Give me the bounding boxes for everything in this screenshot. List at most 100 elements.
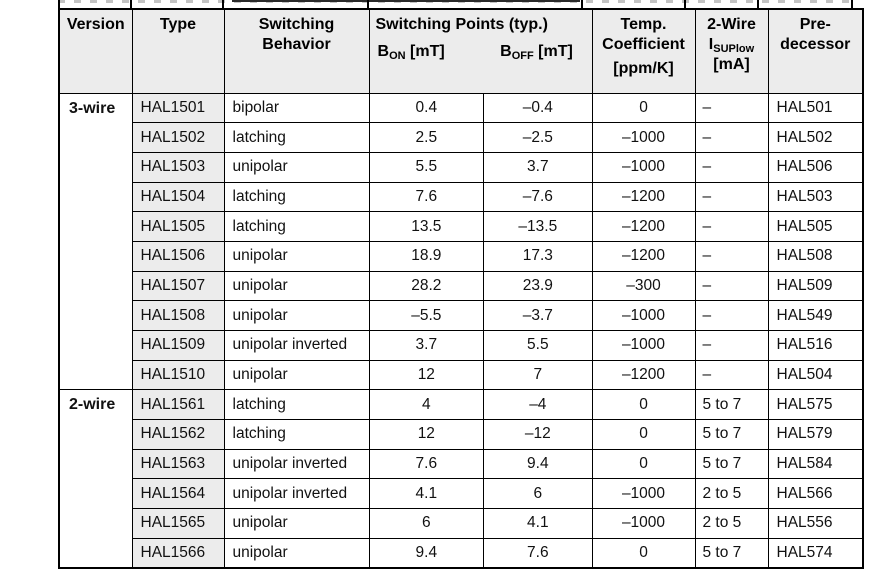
bon-cell: 7.6 [368,448,485,480]
boff-cell: 5.5 [483,330,593,361]
temp-coeff-cell: –1000 [591,122,696,153]
header-predecessor: Pre- decessor [767,8,864,94]
header-version: Version [58,8,133,94]
predecessor-cell: HAL574 [767,537,864,569]
temp-coeff-cell: –1200 [591,240,696,272]
isup-cell: – [694,92,769,124]
boff-cell: –2.5 [483,122,593,153]
header-switching-points: Switching Points (typ.) BON [mT] BOFF [m… [368,8,593,94]
boff-cell: –13.5 [483,211,593,242]
isup-cell: 5 to 7 [694,537,769,569]
behavior-cell: unipolar [223,151,370,183]
bon-cell: 28.2 [368,270,485,302]
type-cell: HAL1510 [131,359,225,391]
spec-table-wrap: Version Type Switching Behavior Switchin… [58,8,864,569]
boff-cell: 9.4 [483,448,593,480]
boff-cell: 23.9 [483,270,593,302]
type-cell: HAL1501 [131,92,225,124]
bon-cell: 0.4 [368,92,485,124]
table-row: HAL1506 unipolar 18.9 17.3 –1200– HAL508 [59,240,864,272]
bon-cell: 6 [368,508,485,539]
isup-cell: – [694,151,769,183]
header-switching-behavior: Switching Behavior [223,8,370,94]
behavior-cell: latching [223,122,370,153]
behavior-cell: latching [223,389,370,421]
bon-cell: 12 [368,419,485,450]
type-cell: HAL1508 [131,300,225,331]
bon-cell: 12 [368,359,485,391]
predecessor-cell: HAL516 [767,330,864,361]
table-row: HAL1503 unipolar 5.5 3.7 –1000– HAL506 [59,151,864,183]
boff-cell: 7 [483,359,593,391]
clipped-row-line [232,0,580,2]
version-cell: 3-wire [58,92,133,391]
version-cell: 2-wire [58,389,133,569]
column-border-stub [757,0,759,9]
temp-coeff-cell: 0 [591,419,696,450]
behavior-cell: latching [223,181,370,213]
type-cell: HAL1506 [131,240,225,272]
isup-cell: – [694,359,769,391]
temp-coeff-cell: –1200 [591,359,696,391]
behavior-cell: bipolar [223,92,370,124]
table-row: HAL1509 unipolar inverted 3.7 5.5 –1000– HAL5… [59,330,864,361]
isup-cell: – [694,240,769,272]
isup-cell: 2 to 5 [694,478,769,510]
boff-cell: 3.7 [483,151,593,183]
behavior-cell: unipolar [223,508,370,539]
temp-coeff-cell: 0 [591,92,696,124]
boff-cell: 6 [483,478,593,510]
bon-cell: 9.4 [368,537,485,569]
temp-coeff-cell: –1000 [591,478,696,510]
temp-coeff-cell: 0 [591,448,696,480]
temp-coeff-cell: –1000 [591,330,696,361]
table-body: 3-wire HAL1501 bipolar 0.4 –0.4 0– HAL501 HAL15… [58,92,864,569]
type-cell: HAL1507 [131,270,225,302]
isup-cell: – [694,122,769,153]
boff-cell: –3.7 [483,300,593,331]
boff-cell: 7.6 [483,537,593,569]
type-cell: HAL1565 [131,508,225,539]
bon-cell: 7.6 [368,181,485,213]
bon-cell: –5.5 [368,300,485,331]
type-cell: HAL1504 [131,181,225,213]
predecessor-cell: HAL508 [767,240,864,272]
temp-coeff-cell: –1000 [591,508,696,539]
column-border-stub [851,0,853,9]
column-border-stub [130,0,132,9]
type-cell: HAL1509 [131,330,225,361]
table-row: 2-wire HAL1561 latching 4 –4 0 5 to 7 HAL575 [58,389,864,569]
predecessor-cell: HAL549 [767,300,864,331]
column-border-stub [367,0,369,9]
header-temp-coefficient: Temp. Coefficient [ppm/K] [591,8,696,94]
predecessor-cell: HAL501 [767,92,864,124]
temp-coeff-cell: –1200 [591,211,696,242]
predecessor-cell: HAL584 [767,448,864,480]
b-on-subscript: ON [389,50,406,62]
behavior-cell: unipolar [223,240,370,272]
bon-cell: 4 [368,389,485,421]
type-cell: HAL1502 [131,122,225,153]
predecessor-cell: HAL504 [767,359,864,391]
predecessor-cell: HAL506 [767,151,864,183]
header-2-wire-isup: 2-Wire ISUPlow [mA] [694,8,769,94]
temp-coeff-cell: –1000 [591,151,696,183]
behavior-cell: unipolar [223,359,370,391]
predecessor-cell: HAL509 [767,270,864,302]
table-row: HAL1504 latching 7.6 –7.6 –1200– HAL503 [59,181,864,213]
table-row: HAL1510 unipolar 12 7 –1200– HAL504 [59,359,864,391]
header-row: Version Type Switching Behavior Switchin… [58,8,864,94]
b-off-subscript: OFF [511,50,534,62]
spec-table: Version Type Switching Behavior Switchin… [58,8,864,569]
predecessor-cell: HAL556 [767,508,864,539]
temp-coeff-cell: –300 [591,270,696,302]
predecessor-cell: HAL575 [767,389,864,421]
type-cell: HAL1503 [131,151,225,183]
boff-cell: 4.1 [483,508,593,539]
predecessor-cell: HAL566 [767,478,864,510]
table-row: HAL1502 latching 2.5 –2.5 –1000– HAL502 [59,122,864,153]
behavior-cell: unipolar [223,270,370,302]
temp-coeff-cell: 0 [591,389,696,421]
